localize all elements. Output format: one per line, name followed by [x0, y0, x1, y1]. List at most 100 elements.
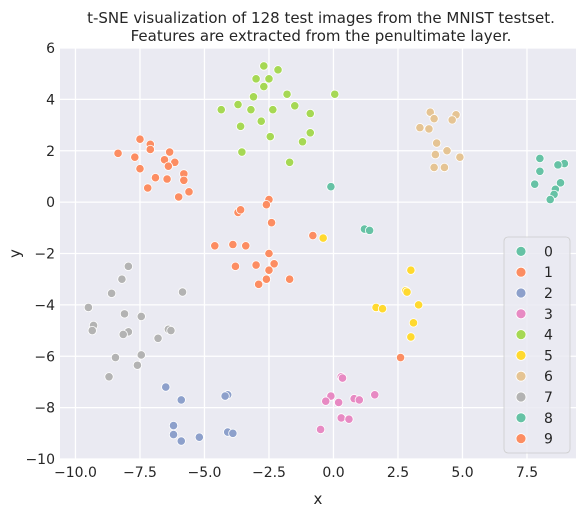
- data-point-3: [344, 414, 354, 424]
- y-tick-label: −6: [34, 349, 55, 365]
- legend-label-5: 5: [544, 348, 553, 364]
- data-point-9: [145, 144, 155, 155]
- data-point-1: [241, 241, 251, 251]
- legend-label-3: 3: [544, 307, 553, 323]
- data-point-6: [430, 150, 440, 160]
- legend-label-6: 6: [544, 369, 553, 385]
- data-point-8: [530, 179, 540, 189]
- legend-marker-1: [515, 266, 527, 278]
- data-point-9: [179, 175, 189, 185]
- data-point-7: [136, 311, 146, 322]
- data-point-5: [377, 304, 388, 314]
- data-point-9: [130, 152, 140, 162]
- axis-ticks: −10.0 −7.5 −5.0 −2.5 0.0 2.5 5.0 7.5 −10 −8 −6 −4 −2…: [25, 41, 538, 481]
- data-point-7: [118, 329, 128, 340]
- data-point-1: [254, 279, 264, 289]
- data-point-9: [174, 192, 184, 202]
- data-point-1: [269, 259, 279, 269]
- chart-subtitle: Features are extracted from the penultim…: [131, 27, 512, 45]
- data-point-7: [123, 261, 133, 271]
- data-point-9: [135, 134, 145, 144]
- data-point-2: [176, 395, 186, 405]
- data-point-6: [429, 114, 439, 124]
- data-point-9: [184, 187, 194, 197]
- data-point-0: [364, 225, 375, 235]
- data-point-9: [143, 183, 153, 193]
- data-point-1: [264, 265, 274, 275]
- chart-title: t-SNE visualization of 128 test images f…: [87, 9, 555, 27]
- legend-label-1: 1: [544, 265, 553, 281]
- data-point-8: [553, 160, 563, 170]
- data-point-2: [194, 432, 204, 442]
- x-tick-label: 2.5: [387, 465, 409, 481]
- data-point-7: [87, 325, 97, 336]
- data-point-1: [236, 205, 246, 215]
- data-point-6: [442, 146, 452, 156]
- data-point-4: [259, 61, 269, 71]
- grid: [60, 47, 576, 460]
- data-point-4: [330, 89, 340, 99]
- data-point-7: [177, 287, 188, 297]
- data-point-6: [415, 123, 425, 133]
- legend-marker-5: [515, 349, 527, 361]
- data-point-3: [334, 397, 344, 408]
- data-point-4: [259, 81, 269, 92]
- y-tick-label: −8: [34, 401, 55, 417]
- data-point-7: [83, 302, 93, 313]
- x-tick-label: −2.5: [252, 465, 286, 481]
- legend-marker-6: [515, 370, 527, 382]
- data-point-1: [264, 248, 274, 259]
- data-point-1: [285, 274, 295, 284]
- legend-marker-3: [515, 308, 527, 320]
- data-point-7: [107, 288, 117, 298]
- y-tick-label: 4: [46, 92, 55, 108]
- data-point-4: [273, 65, 283, 75]
- legend-label-9: 9: [544, 432, 553, 448]
- y-tick-label: −4: [34, 298, 55, 314]
- data-point-4: [256, 116, 266, 126]
- data-point-4: [264, 74, 274, 84]
- data-point-2: [168, 429, 179, 440]
- data-point-5: [318, 233, 328, 243]
- data-point-8: [535, 166, 545, 176]
- data-point-4: [233, 99, 243, 110]
- data-point-1: [395, 352, 406, 363]
- data-point-4: [236, 121, 246, 131]
- data-point-4: [237, 147, 247, 157]
- legend-marker-9: [515, 433, 527, 445]
- y-tick-label: 0: [46, 195, 55, 211]
- legend-label-8: 8: [544, 411, 553, 427]
- x-axis-label: x: [314, 490, 323, 508]
- data-point-9: [150, 173, 161, 183]
- data-point-6: [424, 124, 434, 134]
- data-point-7: [166, 325, 176, 336]
- legend-marker-8: [515, 412, 527, 424]
- x-tick-label: −10.0: [54, 465, 97, 481]
- data-point-1: [228, 239, 238, 250]
- data-point-2: [168, 421, 179, 431]
- data-point-9: [135, 164, 145, 174]
- legend-label-7: 7: [544, 390, 553, 406]
- data-point-4: [251, 74, 261, 84]
- data-point-6: [432, 138, 442, 148]
- data-point-7: [136, 350, 146, 360]
- legend-label-0: 0: [544, 244, 553, 260]
- y-tick-label: −10: [25, 452, 55, 468]
- y-tick-label: −2: [34, 247, 55, 263]
- legend-marker-0: [515, 245, 527, 257]
- data-point-9: [165, 147, 175, 157]
- data-point-1: [210, 241, 220, 251]
- data-point-1: [261, 200, 271, 210]
- data-point-1: [266, 218, 277, 228]
- data-point-9: [163, 161, 173, 171]
- data-point-7: [132, 360, 142, 370]
- data-point-2: [176, 436, 186, 446]
- data-point-7: [110, 352, 121, 363]
- data-point-0: [326, 182, 336, 192]
- data-point-9: [113, 148, 123, 158]
- data-point-3: [321, 396, 331, 406]
- data-point-8: [545, 194, 555, 205]
- legend-marker-7: [515, 391, 527, 403]
